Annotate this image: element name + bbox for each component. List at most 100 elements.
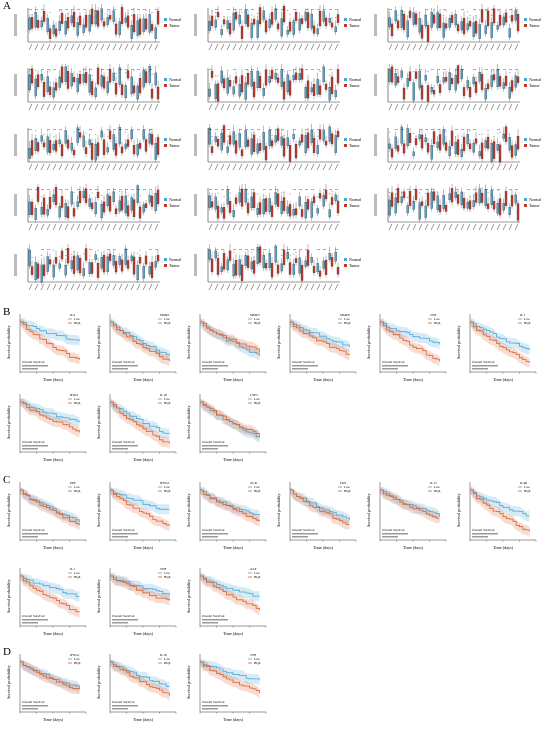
tumor-box	[492, 201, 496, 210]
tumor-box	[108, 253, 112, 261]
tumor-box	[240, 188, 244, 207]
svg-text:**: **	[41, 188, 45, 192]
svg-text:**: **	[227, 128, 231, 132]
normal-box	[472, 77, 475, 85]
normal-box	[256, 20, 259, 38]
tumor-box	[438, 84, 442, 93]
tumor-box	[288, 262, 292, 275]
legend-normal-swatch	[164, 78, 167, 81]
normal-box	[70, 191, 73, 205]
km-legend-high: High	[434, 489, 441, 493]
boxplot-ylabel	[14, 74, 17, 96]
svg-text:**: **	[323, 8, 327, 12]
normal-box	[142, 265, 145, 279]
normal-box	[508, 28, 511, 38]
normal-box	[262, 88, 265, 96]
normal-box	[394, 136, 397, 149]
svg-text:**: **	[47, 128, 51, 132]
km-curve-low	[110, 489, 170, 510]
svg-text:**: **	[143, 188, 147, 192]
km-caption: Overall Survival	[202, 614, 225, 618]
km-ylabel: Survival probability	[6, 404, 11, 439]
normal-box	[298, 73, 301, 81]
km-xlabel: Time (days)	[133, 631, 154, 636]
svg-text:**: **	[455, 68, 459, 72]
tumor-box	[324, 83, 328, 90]
tumor-box	[48, 28, 52, 39]
km-legend-low: Low	[74, 485, 81, 489]
tumor-box	[402, 87, 406, 100]
normal-box	[88, 198, 91, 207]
km-curve-high	[20, 575, 80, 613]
tumor-box	[468, 87, 472, 98]
normal-box	[118, 127, 121, 145]
km-caption: Overall Survival	[112, 528, 135, 532]
km-ylabel: Survival probability	[96, 324, 101, 359]
boxplot-ylabel	[194, 14, 197, 36]
normal-box	[244, 82, 247, 100]
legend-normal-label: Normal	[169, 257, 182, 262]
tumor-box	[156, 137, 160, 155]
tumor-box	[438, 204, 442, 213]
normal-box	[292, 75, 295, 81]
km-curve-high	[470, 321, 530, 363]
legend-normal-swatch	[164, 258, 167, 261]
svg-text:**: **	[491, 188, 495, 192]
normal-box	[136, 20, 139, 36]
normal-box	[28, 201, 31, 215]
normal-box	[130, 130, 133, 140]
km-curve-low	[470, 489, 530, 517]
normal-box	[136, 264, 139, 281]
tumor-box	[264, 198, 268, 212]
tumor-box	[300, 134, 304, 143]
km-legend-low: Low	[344, 485, 351, 489]
km-caption: Overall Survival	[22, 700, 45, 704]
legend-normal-label: Normal	[349, 197, 362, 202]
normal-box	[244, 188, 247, 203]
normal-box	[154, 72, 157, 86]
tumor-box	[30, 201, 34, 215]
tumor-box	[258, 202, 262, 215]
normal-box	[142, 204, 145, 213]
boxplot-ylabel	[194, 194, 197, 216]
normal-box	[274, 135, 277, 143]
tumor-box	[150, 195, 154, 207]
normal-box	[484, 140, 487, 149]
normal-box	[64, 20, 67, 35]
legend-normal-label: Normal	[529, 137, 542, 142]
tumor-box	[72, 77, 76, 83]
normal-box	[88, 262, 91, 275]
tumor-box	[216, 258, 220, 275]
tumor-box	[126, 205, 130, 217]
tumor-box	[516, 203, 520, 221]
tumor-box	[48, 140, 52, 154]
tumor-box	[294, 72, 298, 80]
tumor-box	[120, 259, 124, 272]
km-legend-high: High	[74, 575, 81, 579]
normal-box	[514, 75, 517, 88]
km-xlabel: Time (days)	[133, 457, 154, 462]
svg-text:**: **	[59, 128, 63, 132]
tumor-box	[48, 86, 52, 95]
normal-box	[214, 84, 217, 99]
km-xlabel: Time (days)	[133, 545, 154, 550]
svg-text:**: **	[281, 248, 285, 252]
normal-box	[460, 149, 463, 157]
svg-text:**: **	[83, 68, 87, 72]
normal-box	[394, 10, 397, 22]
svg-text:**: **	[497, 68, 501, 72]
normal-box	[118, 67, 121, 85]
legend-tumor-swatch	[524, 84, 527, 87]
svg-text:**: **	[107, 128, 111, 132]
tumor-box	[312, 25, 316, 34]
normal-box	[106, 17, 109, 25]
svg-text:**: **	[293, 68, 297, 72]
tumor-box	[90, 202, 94, 210]
normal-box	[454, 191, 457, 198]
tumor-box	[30, 266, 34, 275]
svg-text:**: **	[509, 8, 513, 12]
tumor-box	[216, 11, 220, 18]
